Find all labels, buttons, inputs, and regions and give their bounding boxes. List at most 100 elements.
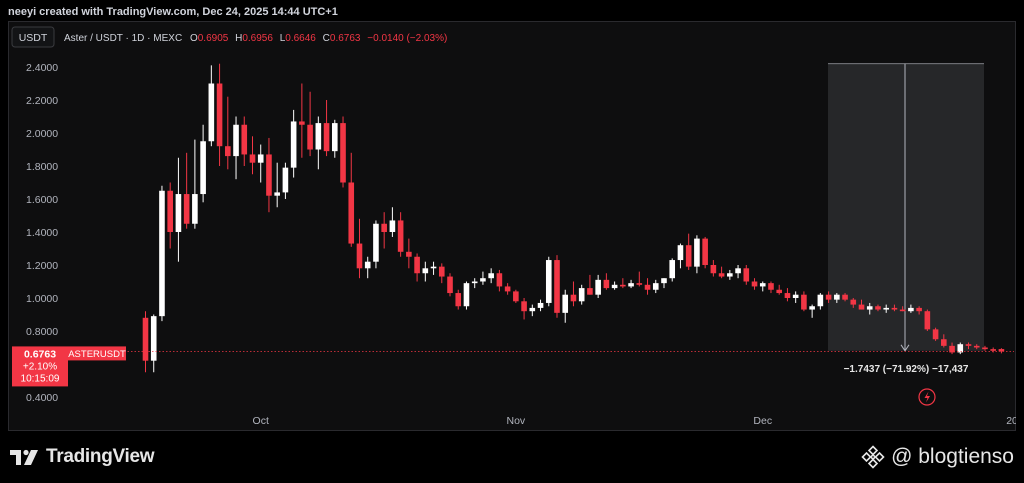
candle-body xyxy=(225,146,231,157)
candle-body xyxy=(932,329,939,340)
candle-body xyxy=(200,141,206,195)
candle xyxy=(924,309,931,331)
candle xyxy=(652,279,659,294)
candle xyxy=(241,116,248,166)
candle xyxy=(200,124,206,203)
candle-body xyxy=(290,121,297,168)
candlestick-chart[interactable]: USDT Aster / USDT · 1D · MEXC O0.6905 H0… xyxy=(8,21,1016,431)
candle-body xyxy=(323,123,330,152)
candle xyxy=(406,238,412,269)
candle xyxy=(340,116,346,188)
candle xyxy=(323,100,330,157)
ohlc-low: 0.6646 xyxy=(285,33,316,44)
candle-body xyxy=(842,294,848,300)
candle-body xyxy=(471,281,478,284)
quote-button-box[interactable] xyxy=(11,26,55,48)
candle-body xyxy=(957,344,964,353)
candle-body xyxy=(949,345,955,353)
candle xyxy=(529,304,536,317)
candle xyxy=(702,236,708,269)
candle-body xyxy=(801,294,807,310)
candle xyxy=(644,278,651,295)
candle xyxy=(570,281,577,307)
tradingview-logo-icon xyxy=(10,449,38,465)
candle-body xyxy=(751,281,758,287)
candle-body xyxy=(545,260,552,303)
candle xyxy=(578,284,585,305)
candle xyxy=(225,96,231,170)
candle-body xyxy=(307,124,313,150)
x-tick-label: Nov xyxy=(507,415,526,427)
candle-body xyxy=(241,124,248,155)
candle xyxy=(216,63,223,166)
candle xyxy=(233,116,239,180)
candle-body xyxy=(331,123,338,152)
candle-body xyxy=(768,283,774,290)
candle xyxy=(249,136,256,175)
candle xyxy=(916,306,922,315)
candle-body xyxy=(710,265,717,274)
candle-body xyxy=(834,294,840,300)
candle-body xyxy=(266,154,272,196)
candle-body xyxy=(480,278,486,282)
y-tick-label: 0.8000 xyxy=(26,326,58,338)
candle xyxy=(545,256,552,307)
candle xyxy=(266,137,272,213)
candle-body xyxy=(620,284,626,287)
candle xyxy=(562,289,569,323)
candle-body xyxy=(784,293,791,298)
candle-body xyxy=(973,345,980,348)
candle xyxy=(899,306,906,312)
candle-body xyxy=(891,307,898,310)
candle xyxy=(150,314,157,373)
y-tick-label: 1.8000 xyxy=(26,161,58,173)
candle xyxy=(858,299,865,310)
candle-body xyxy=(348,182,355,244)
y-tick-label: 1.2000 xyxy=(26,260,58,272)
candle xyxy=(364,256,371,279)
candle xyxy=(727,269,733,280)
ohlc-change: −0.0140 (−2.03%) xyxy=(367,33,447,44)
price-tag-countdown: 10:15:09 xyxy=(21,373,60,384)
candle-body xyxy=(603,279,610,289)
candle xyxy=(587,274,593,295)
candle xyxy=(718,266,725,279)
candle-body xyxy=(611,284,618,289)
price-tag: 0.6763 +2.10% 10:15:09 ASTERUSDT xyxy=(12,346,126,387)
candle-body xyxy=(792,294,799,298)
candle xyxy=(809,304,815,318)
lightning-icon[interactable] xyxy=(918,388,936,406)
candle-body xyxy=(965,344,972,346)
candle-body xyxy=(356,243,363,269)
measure-box[interactable] xyxy=(828,63,984,351)
tradingview-logo[interactable]: TradingView xyxy=(10,446,155,468)
quote-button[interactable]: USDT xyxy=(19,32,48,44)
candle-body xyxy=(175,194,182,232)
candle xyxy=(142,311,149,373)
candle-body xyxy=(513,291,519,302)
candle xyxy=(620,278,626,289)
price-tag-price: 0.6763 xyxy=(24,348,56,360)
candle-body xyxy=(504,286,511,292)
candle-body xyxy=(998,349,1005,352)
y-tick-label: 0.4000 xyxy=(26,392,58,404)
candle-body xyxy=(373,223,379,262)
candle xyxy=(447,273,453,297)
candle-body xyxy=(809,306,815,310)
candle-body xyxy=(883,307,889,310)
measure-tool[interactable]: −1.7437 (−71.92%) −17,437 xyxy=(828,63,984,375)
candle xyxy=(430,261,437,275)
candle-body xyxy=(817,294,824,307)
candle-body xyxy=(652,283,659,290)
binance-logo-icon xyxy=(861,445,885,469)
candle-body xyxy=(982,347,988,350)
candle-body xyxy=(233,124,239,157)
candle-body xyxy=(430,266,437,269)
ohlc-close-label: C xyxy=(323,33,330,44)
candle xyxy=(866,302,873,315)
price-tag-box xyxy=(12,346,68,387)
y-tick-label: 1.4000 xyxy=(26,227,58,239)
candle-body xyxy=(167,190,173,232)
chart-credit: neeyi created with TradingView.com, Dec … xyxy=(8,6,338,18)
ohlc-open-label: O xyxy=(190,33,198,44)
